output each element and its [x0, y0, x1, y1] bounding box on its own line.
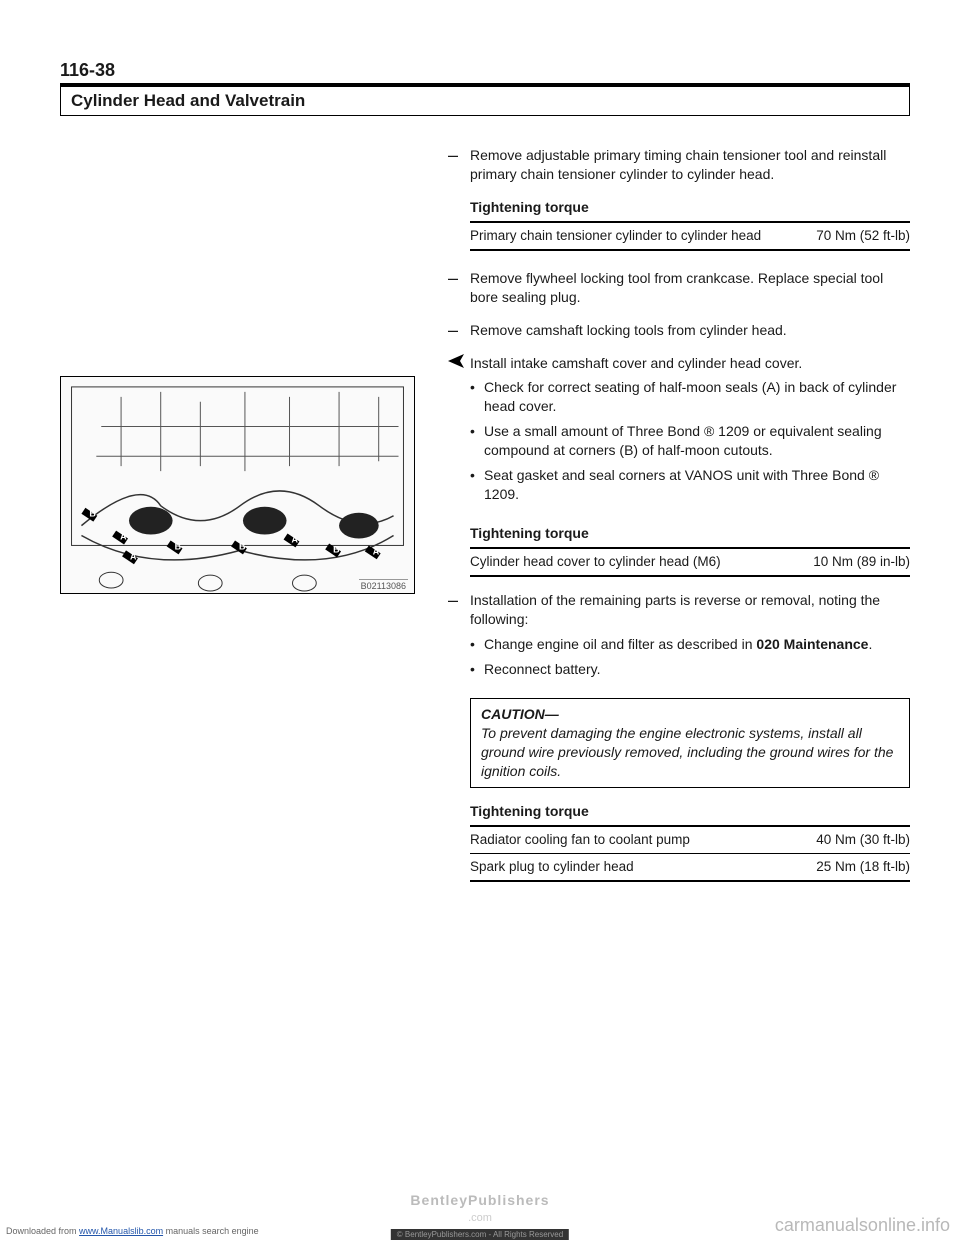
- caution-text: To prevent damaging the engine electroni…: [481, 725, 893, 779]
- bullet: Reconnect battery.: [470, 660, 910, 679]
- bullet-text: Seat gasket and seal corners at VANOS un…: [484, 467, 879, 502]
- step-marker-dash: –: [448, 321, 470, 340]
- step-5: – Installation of the remaining parts is…: [448, 591, 910, 685]
- torque-title: Tightening torque: [470, 524, 910, 543]
- bullet: Check for correct seating of half-moon s…: [470, 378, 910, 416]
- footer-download: Downloaded from www.Manualslib.com manua…: [6, 1226, 259, 1236]
- torque-block-2: Tightening torque Cylinder head cover to…: [448, 524, 910, 577]
- step-1: – Remove adjustable primary timing chain…: [448, 146, 910, 184]
- bullet-text: Check for correct seating of half-moon s…: [484, 379, 896, 414]
- left-arrow-icon: [448, 354, 464, 368]
- manualslib-link[interactable]: www.Manualslib.com: [79, 1226, 163, 1236]
- bullet-text: Reconnect battery.: [484, 661, 600, 677]
- svg-text:A: A: [120, 531, 127, 541]
- caution-wrapper: CAUTION— To prevent damaging the engine …: [448, 698, 910, 882]
- torque-value: 70 Nm (52 ft-lb): [794, 222, 910, 250]
- step-3: – Remove camshaft locking tools from cyl…: [448, 321, 910, 340]
- torque-desc: Spark plug to cylinder head: [470, 854, 769, 882]
- svg-text:A: A: [292, 534, 299, 544]
- svg-text:A: A: [130, 551, 137, 561]
- figure-svg: A B B A B A B A: [61, 377, 414, 593]
- step-bullets: Check for correct seating of half-moon s…: [470, 378, 910, 503]
- step-text: Remove flywheel locking tool from crankc…: [470, 269, 910, 307]
- step-4: Install intake camshaft cover and cylind…: [448, 354, 910, 510]
- torque-desc: Radiator cooling fan to coolant pump: [470, 826, 769, 854]
- torque-desc: Cylinder head cover to cylinder head (M6…: [470, 548, 779, 576]
- caution-box: CAUTION— To prevent damaging the engine …: [470, 698, 910, 788]
- manual-page: 116-38 Cylinder Head and Valvetrain: [0, 0, 960, 902]
- watermark-sub: .com: [468, 1212, 492, 1224]
- torque-table-3: Radiator cooling fan to coolant pump 40 …: [470, 825, 910, 882]
- torque-block-1: Tightening torque Primary chain tensione…: [448, 198, 910, 251]
- footer-copyright: © BentleyPublishers.com - All Rights Res…: [391, 1229, 569, 1240]
- watermark-main: BentleyPublishers: [410, 1192, 549, 1208]
- figure-id: B02113086: [359, 579, 408, 591]
- svg-text:B: B: [333, 544, 340, 554]
- svg-text:B: B: [175, 541, 182, 551]
- torque-value: 25 Nm (18 ft-lb): [769, 854, 910, 882]
- step-text: Install intake camshaft cover and cylind…: [470, 355, 802, 371]
- right-column: – Remove adjustable primary timing chain…: [430, 146, 910, 882]
- torque-desc: Primary chain tensioner cylinder to cyli…: [470, 222, 794, 250]
- section-title: Cylinder Head and Valvetrain: [60, 86, 910, 116]
- torque-table-1: Primary chain tensioner cylinder to cyli…: [470, 221, 910, 251]
- torque-table-2: Cylinder head cover to cylinder head (M6…: [470, 547, 910, 577]
- step-bullets: Change engine oil and filter as describe…: [470, 635, 910, 679]
- site-watermark: carmanualsonline.info: [775, 1215, 950, 1236]
- bullet-text: Use a small amount of Three Bond ® 1209 …: [484, 423, 882, 458]
- step-text: Remove camshaft locking tools from cylin…: [470, 321, 910, 340]
- footer-pre: Downloaded from: [6, 1226, 79, 1236]
- torque-value: 40 Nm (30 ft-lb): [769, 826, 910, 854]
- torque-value: 10 Nm (89 in-lb): [779, 548, 910, 576]
- step-2: – Remove flywheel locking tool from cran…: [448, 269, 910, 307]
- caution-label: CAUTION—: [481, 706, 559, 722]
- bullet: Seat gasket and seal corners at VANOS un…: [470, 466, 910, 504]
- step-body: Installation of the remaining parts is r…: [470, 591, 910, 685]
- step-text: Installation of the remaining parts is r…: [470, 592, 880, 627]
- engine-cover-figure: A B B A B A B A B02113086: [60, 376, 415, 594]
- step-text: Remove adjustable primary timing chain t…: [470, 146, 910, 184]
- step-marker-dash: –: [448, 269, 470, 307]
- svg-text:A: A: [373, 546, 380, 556]
- step-marker-dash: –: [448, 591, 470, 685]
- torque-title: Tightening torque: [470, 198, 910, 217]
- svg-text:B: B: [89, 509, 96, 519]
- torque-title: Tightening torque: [470, 802, 910, 821]
- svg-text:B: B: [239, 541, 246, 551]
- page-number: 116-38: [60, 60, 910, 81]
- content-columns: A B B A B A B A B02113086 – Remove adjus…: [60, 146, 910, 882]
- step-body: Install intake camshaft cover and cylind…: [470, 354, 910, 510]
- bullet: Change engine oil and filter as describe…: [470, 635, 910, 654]
- left-column: A B B A B A B A B02113086: [60, 146, 430, 882]
- step-marker-arrow: [448, 354, 470, 510]
- footer-post: manuals search engine: [163, 1226, 259, 1236]
- bullet: Use a small amount of Three Bond ® 1209 …: [470, 422, 910, 460]
- step-marker-dash: –: [448, 146, 470, 184]
